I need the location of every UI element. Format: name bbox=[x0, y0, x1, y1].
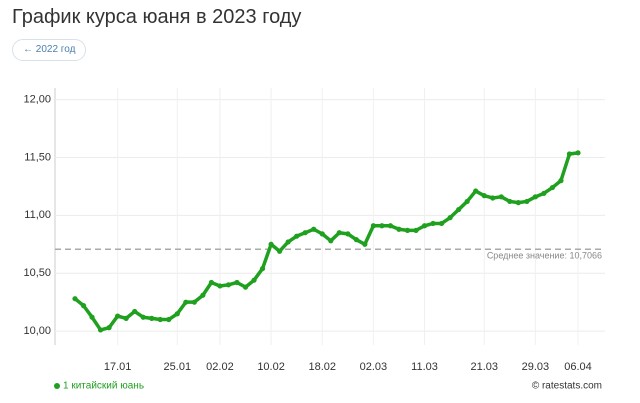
x-tick-label: 06.04 bbox=[564, 361, 592, 373]
point bbox=[225, 282, 232, 288]
point bbox=[490, 195, 496, 201]
point bbox=[302, 230, 308, 236]
y-tick-label: 12,00 bbox=[23, 93, 51, 105]
x-tick-label: 11.03 bbox=[411, 361, 438, 373]
point bbox=[507, 198, 513, 205]
point bbox=[277, 248, 283, 254]
point bbox=[370, 223, 376, 229]
point bbox=[132, 308, 138, 315]
x-tick-label: 17.01 bbox=[104, 361, 132, 373]
point bbox=[447, 215, 453, 221]
point bbox=[396, 226, 402, 232]
point bbox=[294, 233, 300, 239]
line bbox=[73, 151, 579, 332]
point bbox=[541, 190, 547, 196]
point bbox=[89, 314, 95, 320]
point bbox=[566, 151, 573, 157]
point bbox=[549, 184, 556, 191]
point bbox=[157, 316, 163, 323]
point bbox=[421, 223, 428, 229]
point bbox=[80, 303, 87, 309]
point bbox=[259, 265, 266, 272]
point bbox=[430, 220, 436, 227]
x-tick-label: 02.03 bbox=[360, 361, 388, 373]
point bbox=[200, 292, 206, 298]
x-tick-label: 18.02 bbox=[308, 361, 336, 373]
point bbox=[481, 193, 487, 199]
previous-year-button[interactable]: ← 2022 год bbox=[12, 39, 87, 61]
point bbox=[336, 230, 342, 236]
point bbox=[123, 315, 129, 321]
point bbox=[558, 178, 564, 184]
point bbox=[208, 279, 215, 286]
y-tick-label: 11,00 bbox=[24, 209, 51, 221]
y-tick-label: 10,50 bbox=[23, 267, 51, 279]
point bbox=[140, 314, 146, 320]
point bbox=[532, 194, 538, 200]
point bbox=[438, 220, 445, 227]
point bbox=[149, 315, 155, 321]
point bbox=[575, 150, 581, 156]
point bbox=[379, 223, 385, 229]
chart-title: График курса юаня в 2023 году bbox=[12, 6, 302, 28]
x-tick-label: 21.03 bbox=[470, 361, 498, 373]
x-tick-label: 02.02 bbox=[206, 361, 234, 373]
point bbox=[234, 279, 240, 286]
y-tick-label: 11,50 bbox=[24, 151, 51, 163]
point bbox=[174, 311, 180, 317]
point bbox=[319, 231, 325, 237]
point bbox=[362, 241, 368, 247]
point bbox=[72, 296, 78, 302]
point bbox=[217, 283, 223, 289]
average-label: Среднее значение: 10,7066 bbox=[487, 251, 602, 261]
point bbox=[251, 277, 257, 283]
point bbox=[413, 227, 419, 233]
point bbox=[191, 299, 197, 305]
point bbox=[515, 200, 521, 206]
x-tick-label: 10.02 bbox=[257, 361, 285, 373]
point bbox=[473, 188, 479, 194]
x-tick-label: 29.03 bbox=[522, 361, 550, 373]
credit: © ratestats.com bbox=[532, 381, 602, 392]
y-tick-label: 10,00 bbox=[23, 325, 51, 337]
point bbox=[464, 198, 470, 205]
x-tick-label: 25.01 bbox=[164, 361, 192, 373]
point bbox=[166, 316, 172, 323]
point bbox=[183, 299, 189, 305]
point bbox=[353, 237, 359, 243]
point bbox=[498, 194, 504, 200]
point bbox=[97, 327, 104, 333]
legend-marker bbox=[54, 383, 60, 389]
point bbox=[524, 198, 530, 205]
point bbox=[106, 325, 112, 331]
point bbox=[268, 241, 274, 247]
point bbox=[285, 239, 291, 245]
point bbox=[387, 223, 394, 229]
point bbox=[404, 227, 411, 233]
point bbox=[242, 284, 249, 290]
point bbox=[328, 238, 334, 244]
point bbox=[311, 226, 317, 232]
point bbox=[456, 206, 462, 213]
point bbox=[345, 231, 351, 237]
point bbox=[115, 313, 121, 319]
legend-label: 1 китайский юань bbox=[63, 381, 144, 392]
